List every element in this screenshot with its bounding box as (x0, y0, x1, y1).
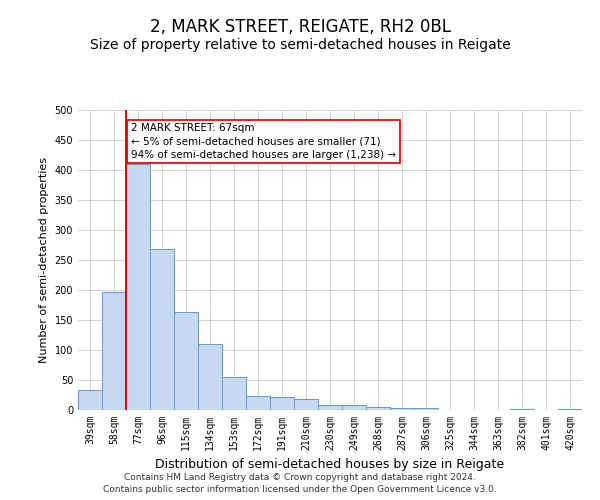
Text: Contains public sector information licensed under the Open Government Licence v3: Contains public sector information licen… (103, 485, 497, 494)
Bar (126, 164, 150, 410)
Bar (150, 249, 174, 410)
Text: Contains HM Land Registry data © Crown copyright and database right 2024.: Contains HM Land Registry data © Crown c… (124, 472, 476, 482)
Bar (174, 312, 198, 410)
Bar (294, 399, 318, 410)
Bar (414, 408, 438, 410)
Text: Size of property relative to semi-detached houses in Reigate: Size of property relative to semi-detach… (89, 38, 511, 52)
Bar (390, 408, 414, 410)
Bar (510, 409, 534, 410)
Bar (558, 409, 582, 410)
Bar (102, 292, 126, 410)
Bar (198, 344, 222, 410)
Bar (78, 390, 102, 410)
Text: 2 MARK STREET: 67sqm
← 5% of semi-detached houses are smaller (71)
94% of semi-d: 2 MARK STREET: 67sqm ← 5% of semi-detach… (131, 123, 396, 160)
X-axis label: Distribution of semi-detached houses by size in Reigate: Distribution of semi-detached houses by … (155, 458, 505, 471)
Text: 2, MARK STREET, REIGATE, RH2 0BL: 2, MARK STREET, REIGATE, RH2 0BL (149, 18, 451, 36)
Bar (270, 397, 294, 410)
Y-axis label: Number of semi-detached properties: Number of semi-detached properties (39, 157, 49, 363)
Bar (366, 407, 390, 410)
Bar (246, 396, 270, 410)
Bar (222, 377, 246, 410)
Bar (318, 404, 342, 410)
Bar (342, 404, 366, 410)
